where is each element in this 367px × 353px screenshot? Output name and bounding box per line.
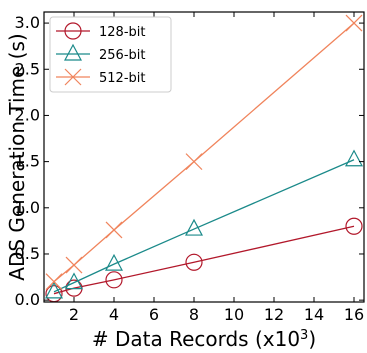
data-point xyxy=(345,14,363,32)
y-tick-label: 1.5 xyxy=(15,152,40,171)
data-point xyxy=(345,149,363,167)
legend-label: 128-bit xyxy=(99,25,145,40)
data-point xyxy=(105,253,123,271)
y-tick-label: 2.0 xyxy=(15,105,40,124)
legend-label: 512-bit xyxy=(99,71,145,86)
series-layer xyxy=(45,14,363,303)
series-512-bit xyxy=(45,14,363,291)
x-tick-label: 6 xyxy=(149,305,159,324)
ticks-layer: 2 4 6 8 10 12 14 16 0.0 0.5 1.0 1.5 2.0 2.5 3.0 xyxy=(15,12,364,324)
series-line xyxy=(53,225,355,295)
x-tick-label: 16 xyxy=(344,305,364,324)
series-128-bit xyxy=(45,217,363,303)
legend: 128-bit 256-bit 512-bit xyxy=(49,16,172,93)
data-point xyxy=(185,153,203,171)
legend-marker xyxy=(64,68,82,86)
x-tick-label: 10 xyxy=(224,305,244,324)
x-axis-title-main: # Data Records (x10 xyxy=(92,327,300,351)
x-tick-label: 12 xyxy=(264,305,284,324)
data-point xyxy=(105,221,123,239)
series-256-bit xyxy=(45,149,363,299)
x-tick-label: 8 xyxy=(189,305,199,324)
x-tick-label: 2 xyxy=(69,305,79,324)
x-axis-title-sup: 3 xyxy=(300,328,308,343)
legend-marker xyxy=(64,22,82,40)
legend-entry: 256-bit xyxy=(56,43,145,63)
data-point xyxy=(185,218,203,236)
data-point xyxy=(65,272,83,290)
legend-marker xyxy=(64,43,82,61)
legend-entry: 128-bit xyxy=(56,22,145,40)
legend-box xyxy=(49,16,172,93)
series-line xyxy=(53,159,355,293)
x-axis-title: # Data Records (x103) xyxy=(92,327,316,351)
plot-frame xyxy=(43,11,365,303)
x-axis-title-close: ) xyxy=(308,327,316,351)
y-tick-label: 1.0 xyxy=(15,198,40,217)
data-point xyxy=(185,253,203,271)
data-point xyxy=(105,271,123,289)
data-point xyxy=(65,256,83,274)
x-tick-label: 14 xyxy=(304,305,324,324)
y-axis-title: ADS Generation Time (s) xyxy=(5,33,29,280)
x-tick-label: 4 xyxy=(109,305,119,324)
legend-label: 256-bit xyxy=(99,48,145,63)
y-tick-label: 3.0 xyxy=(15,13,40,32)
y-tick-label: 0.0 xyxy=(15,290,40,309)
y-tick-label: 2.5 xyxy=(15,59,40,78)
data-point xyxy=(345,217,363,235)
data-point xyxy=(45,273,63,291)
legend-entry: 512-bit xyxy=(56,68,145,86)
y-tick-label: 0.5 xyxy=(15,244,40,263)
data-point xyxy=(45,281,63,299)
